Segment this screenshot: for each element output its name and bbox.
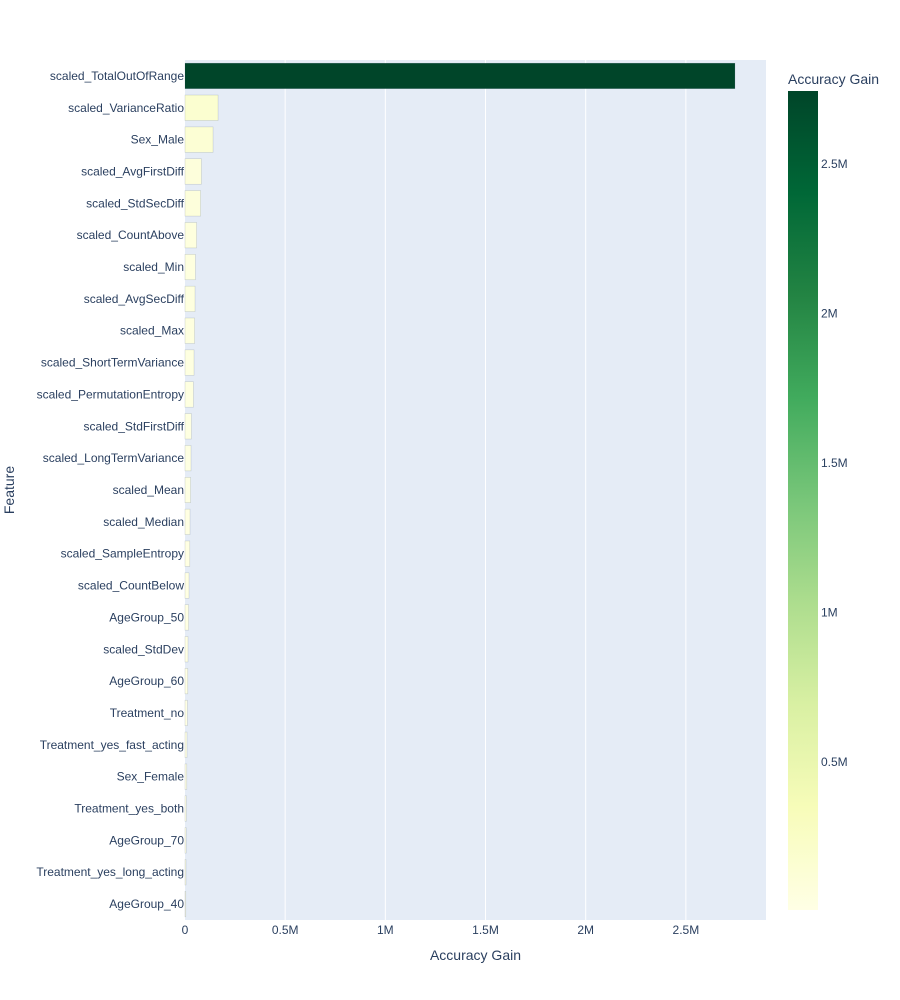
bar-scaled_CountBelow: [184, 572, 190, 599]
x-gridlines: [284, 60, 687, 920]
colorbar-tick-labels: 0.5M 1M 1.5M 2M 2.5M: [821, 157, 848, 769]
x-tick-label: 1M: [377, 923, 394, 937]
plot-area: [185, 60, 766, 920]
x-tick-label: 2.5M: [673, 923, 700, 937]
y-tick-label: scaled_Mean: [113, 483, 184, 497]
bar-Sex_Female: [184, 763, 188, 790]
y-tick-label: scaled_StdSecDiff: [86, 196, 185, 210]
y-tick-label: scaled_Min: [123, 260, 184, 274]
y-tick-label: Treatment_yes_long_acting: [36, 865, 184, 879]
bar-scaled_Median: [184, 508, 191, 535]
bar-scaled_CountAbove: [184, 222, 197, 249]
y-tick-label: scaled_AvgSecDiff: [84, 292, 185, 306]
bar-scaled_TotalOutOfRange: [184, 62, 736, 89]
bar-scaled_Max: [184, 317, 195, 344]
bar-scaled_ShortTermVariance: [184, 349, 195, 376]
y-tick-label: scaled_StdFirstDiff: [84, 419, 185, 433]
colorbar-tick-label: 2.5M: [821, 157, 848, 171]
y-tick-label: scaled_LongTermVariance: [43, 451, 185, 465]
y-tick-label: scaled_PermutationEntropy: [37, 387, 184, 401]
bar-scaled_AvgFirstDiff: [184, 158, 202, 185]
bar-scaled_LongTermVariance: [184, 445, 192, 472]
y-tick-label: scaled_CountBelow: [78, 579, 184, 593]
bars: [184, 62, 736, 918]
y-tick-label: Treatment_yes_both: [74, 802, 184, 816]
x-tick-label: 1.5M: [472, 923, 499, 937]
y-tick-label: AgeGroup_50: [109, 610, 184, 624]
y-axis-title: Feature: [1, 466, 17, 514]
colorbar-title: Accuracy Gain: [788, 71, 879, 87]
y-tick-label: scaled_SampleEntropy: [61, 547, 184, 561]
bar-scaled_StdFirstDiff: [184, 413, 192, 440]
x-tick-label: 0: [182, 923, 189, 937]
y-tick-label: scaled_StdDev: [103, 642, 184, 656]
colorbar-tick-label: 1M: [821, 605, 838, 619]
y-tick-label: scaled_TotalOutOfRange: [50, 69, 184, 83]
y-tick-label: scaled_ShortTermVariance: [41, 356, 185, 370]
x-tick-label: 0.5M: [272, 923, 299, 937]
y-tick-label: AgeGroup_70: [109, 833, 184, 847]
x-axis-title: Accuracy Gain: [430, 947, 521, 963]
bar-AgeGroup_40: [184, 891, 187, 918]
bar-Treatment_yes_long_acting: [184, 859, 187, 886]
bar-Treatment_yes_fast_acting: [184, 731, 188, 758]
bar-AgeGroup_70: [184, 827, 187, 854]
y-tick-label: AgeGroup_40: [109, 897, 184, 911]
bar-scaled_SampleEntropy: [184, 540, 191, 567]
bar-scaled_StdDev: [184, 636, 189, 663]
y-tick-label: scaled_AvgFirstDiff: [81, 164, 185, 178]
y-tick-label: scaled_VarianceRatio: [68, 101, 184, 115]
bar-scaled_Mean: [184, 477, 191, 503]
bar-scaled_AvgSecDiff: [184, 285, 196, 312]
y-tick-labels: scaled_TotalOutOfRange scaled_VarianceRat…: [36, 69, 184, 911]
y-tick-label: Treatment_yes_fast_acting: [40, 738, 184, 752]
bar-scaled_StdSecDiff: [184, 190, 201, 217]
y-tick-label: scaled_CountAbove: [77, 228, 185, 242]
bar-AgeGroup_50: [184, 604, 189, 631]
y-tick-label: Sex_Male: [131, 133, 185, 147]
x-tick-labels: 0 0.5M 1M 1.5M 2M 2.5M: [182, 923, 700, 937]
y-tick-label: Sex_Female: [117, 770, 185, 784]
y-tick-label: scaled_Median: [103, 515, 184, 529]
bar-Treatment_yes_both: [184, 795, 187, 822]
colorbar-tick-label: 0.5M: [821, 755, 848, 769]
bar-scaled_Min: [184, 254, 196, 281]
colorbar-tick-label: 2M: [821, 307, 838, 321]
bar-scaled_VarianceRatio: [184, 94, 219, 121]
x-tick-label: 2M: [577, 923, 594, 937]
colorbar: [788, 91, 818, 910]
y-tick-label: AgeGroup_60: [109, 674, 184, 688]
colorbar-tick-label: 1.5M: [821, 456, 848, 470]
bar-Sex_Male: [184, 126, 214, 153]
bar-scaled_PermutationEntropy: [184, 381, 194, 408]
y-tick-label: Treatment_no: [110, 706, 185, 720]
bar-AgeGroup_60: [184, 668, 189, 695]
y-tick-label: scaled_Max: [120, 324, 184, 338]
bar-Treatment_no: [184, 699, 188, 726]
